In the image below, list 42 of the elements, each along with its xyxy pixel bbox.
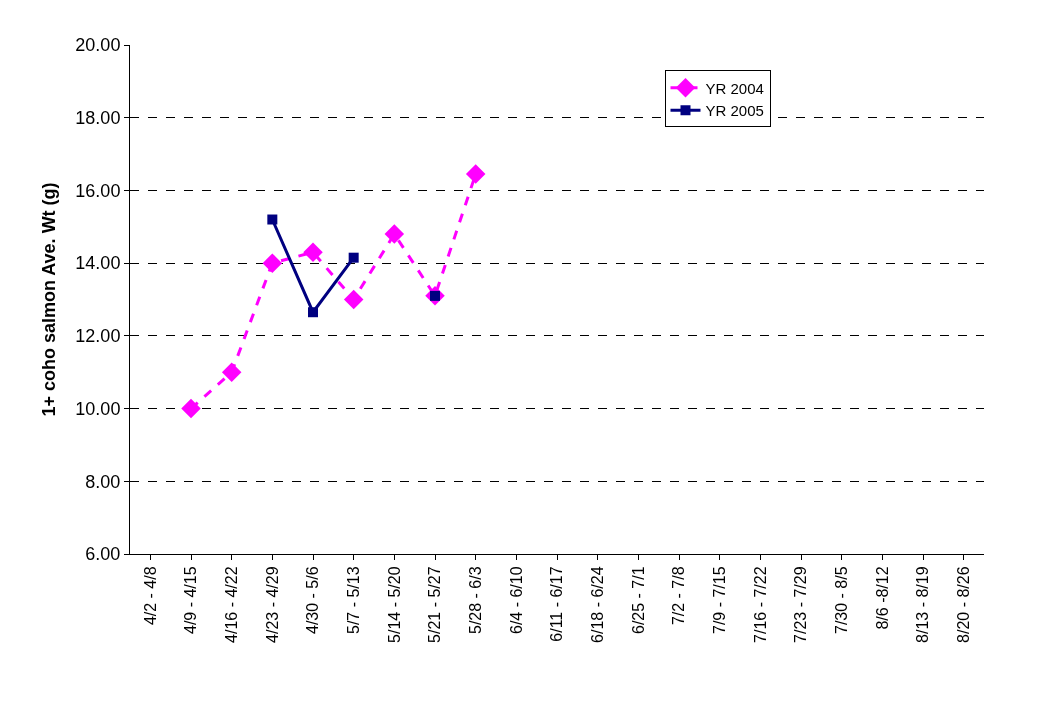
point [465,164,486,184]
x-tick-label: 7/9 - 7/15 [710,566,728,635]
point [303,242,323,262]
y-tick-label: 20.00 [75,35,121,56]
x-tick-label: 6/25 - 7/1 [629,566,647,635]
point [181,398,201,419]
x-tick-label: 7/23 - 7/29 [792,566,810,643]
x-tick-label: 6/18 - 6/24 [588,566,606,643]
x-tick-label: 8/6 -8/12 [873,566,891,630]
y-tick-label: 8.00 [85,471,121,492]
y-tick-label: 6.00 [85,544,121,565]
y-axis-title: 1+ coho salmon Ave. Wt (g) [38,182,59,417]
x-tick-label: 5/7 - 5/13 [344,566,362,635]
x-tick-label: 8/13 - 8/19 [914,566,932,643]
legend-label: YR 2004 [705,79,764,97]
x-tick-label: 8/20 - 8/26 [954,566,972,643]
x-tick-label: 4/9 - 4/15 [182,566,200,635]
x-tick-label: 5/28 - 6/3 [466,566,484,635]
legend-label: YR 2005 [705,102,764,120]
x-tick-label: 5/21 - 5/27 [426,566,444,643]
point [267,214,278,225]
x-tick-label: 7/16 - 7/22 [751,566,769,643]
y-tick-label: 12.00 [75,326,121,347]
x-tick-label: 4/2 - 4/8 [141,566,159,626]
y-tick-label: 10.00 [75,398,121,419]
point [308,307,318,318]
y-tick-label: 18.00 [75,108,121,129]
x-tick-label: 4/23 - 4/29 [263,566,281,643]
point [343,289,364,310]
x-tick-label: 5/14 - 5/20 [385,566,403,643]
y-tick-label: 16.00 [75,180,121,201]
x-tick-label: 4/30 - 5/6 [304,566,322,635]
x-tick-label: 4/16 - 4/22 [222,566,240,643]
y-tick-label: 14.00 [75,253,121,274]
point [262,253,283,273]
x-tick-label: 7/30 - 8/5 [832,566,850,635]
point [384,224,405,244]
x-tick-label: 7/2 - 7/8 [670,566,688,626]
point [348,252,359,263]
x-tick-label: 6/11 - 6/17 [548,566,566,642]
x-tick-label: 6/4 - 6/10 [507,566,525,635]
point [221,362,242,382]
